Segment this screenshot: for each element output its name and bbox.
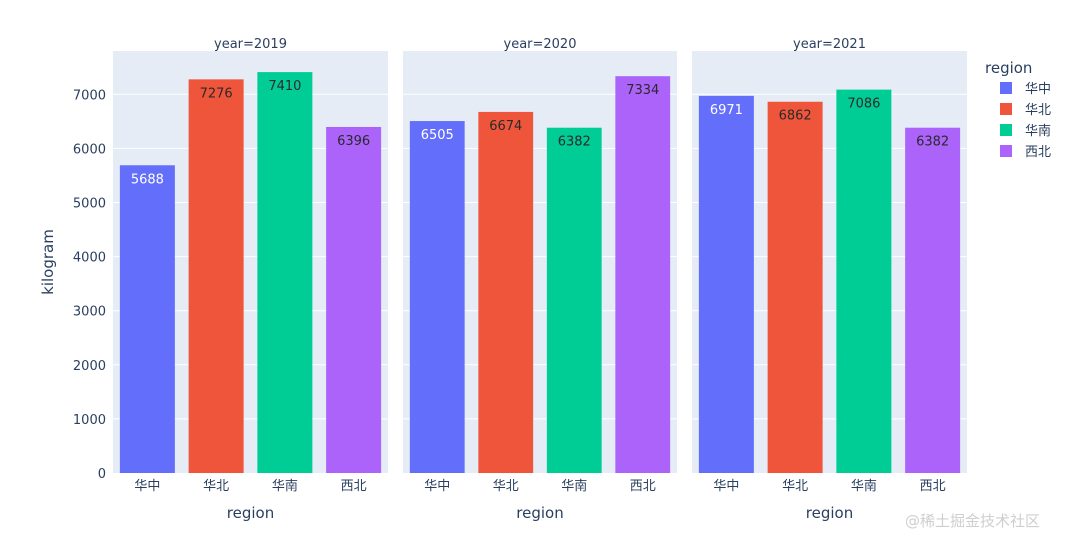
x-tick-label: 西北	[630, 479, 656, 494]
data-label: 7086	[847, 97, 880, 112]
data-label: 6505	[421, 128, 454, 143]
legend-label: 西北	[1025, 145, 1051, 160]
data-label: 7334	[626, 83, 659, 98]
legend-title: region	[985, 59, 1032, 77]
x-tick-label: 华北	[203, 479, 229, 494]
bar-华南	[836, 89, 892, 473]
data-label: 5688	[131, 172, 164, 187]
y-tick-label: 5000	[73, 196, 106, 211]
data-label: 7276	[200, 86, 233, 101]
y-tick-label: 1000	[73, 413, 106, 428]
bar-西北	[326, 126, 382, 474]
x-tick-label: 华北	[782, 479, 808, 494]
x-axis-title: region	[806, 504, 853, 522]
data-label: 6396	[337, 134, 370, 149]
watermark: @稀土掘金技术社区	[905, 512, 1041, 530]
x-tick-label: 华中	[713, 479, 739, 494]
bar-华中	[409, 121, 465, 474]
bar-华北	[478, 111, 534, 473]
bar-华中	[119, 165, 175, 473]
y-tick-label: 3000	[73, 305, 106, 320]
x-tick-label: 华中	[424, 479, 450, 494]
facet-title: year=2019	[214, 37, 287, 52]
x-tick-label: 华南	[851, 478, 877, 494]
y-axis-title: kilogram	[39, 229, 57, 295]
data-label: 6971	[710, 103, 743, 118]
bar-华北	[188, 79, 244, 474]
x-axis-title: region	[516, 504, 563, 522]
legend-label: 华北	[1025, 103, 1051, 118]
legend-swatch	[1000, 82, 1012, 94]
facet-title: year=2020	[504, 37, 577, 52]
facet-title: year=2021	[793, 37, 866, 52]
legend-swatch	[1000, 124, 1012, 136]
x-axis-title: region	[227, 504, 274, 522]
legend-label: 华中	[1025, 82, 1051, 97]
legend-swatch	[1000, 103, 1012, 115]
data-label: 6382	[916, 135, 949, 150]
y-tick-label: 0	[98, 467, 106, 482]
bar-华中	[698, 95, 754, 474]
x-tick-label: 西北	[341, 479, 367, 494]
legend-swatch	[1000, 145, 1012, 157]
bar-西北	[615, 76, 671, 473]
bar-华北	[767, 101, 823, 474]
bar-华南	[257, 72, 313, 473]
y-tick-label: 4000	[73, 251, 106, 266]
y-tick-label: 2000	[73, 359, 106, 374]
x-tick-label: 华南	[561, 478, 587, 494]
data-label: 6862	[779, 109, 812, 124]
data-label: 7410	[268, 79, 301, 94]
legend-label: 华南	[1025, 123, 1051, 139]
data-label: 6674	[489, 119, 522, 134]
bar-华南	[546, 127, 602, 473]
x-tick-label: 西北	[920, 479, 946, 494]
data-label: 6382	[558, 135, 591, 150]
y-tick-label: 6000	[73, 142, 106, 157]
y-tick-label: 7000	[73, 88, 106, 103]
x-tick-label: 华南	[272, 478, 298, 494]
x-tick-label: 华北	[493, 479, 519, 494]
bar-西北	[905, 127, 961, 473]
x-tick-label: 华中	[134, 479, 160, 494]
